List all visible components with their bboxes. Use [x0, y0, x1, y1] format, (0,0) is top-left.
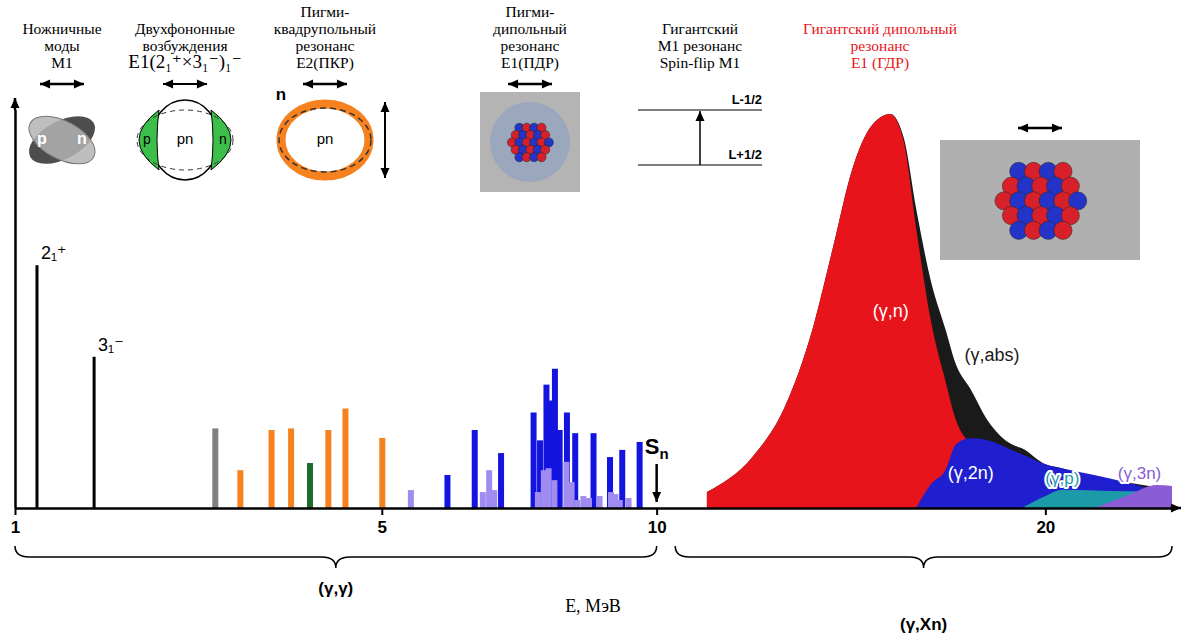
svg-text:Гигантский: Гигантский — [662, 20, 738, 37]
svg-text:моды: моды — [44, 37, 80, 54]
svg-text:Spin-flip M1: Spin-flip M1 — [660, 54, 741, 71]
svg-text:Гигантский дипольный: Гигантский дипольный — [803, 20, 957, 37]
svg-text:E1(2₁⁺×3₁⁻)₁⁻: E1(2₁⁺×3₁⁻)₁⁻ — [128, 51, 241, 73]
svg-text:резонанс: резонанс — [851, 37, 910, 54]
svg-text:n: n — [219, 131, 227, 147]
svg-text:20: 20 — [1036, 518, 1055, 537]
svg-text:(γ,2n): (γ,2n) — [948, 463, 994, 483]
svg-text:(γ,3n): (γ,3n) — [1118, 464, 1161, 483]
svg-text:возбуждения: возбуждения — [142, 37, 228, 54]
svg-text:3₁⁻: 3₁⁻ — [98, 335, 124, 355]
svg-text:(γ,n): (γ,n) — [873, 301, 909, 321]
svg-text:5: 5 — [378, 518, 387, 537]
svg-text:n: n — [276, 85, 286, 104]
svg-text:pn: pn — [317, 130, 334, 147]
svg-text:L-1/2: L-1/2 — [732, 92, 762, 107]
svg-text:дипольный: дипольный — [493, 20, 567, 37]
svg-text:(γ,p): (γ,p) — [1045, 469, 1079, 488]
svg-text:pn: pn — [177, 130, 194, 147]
svg-text:10: 10 — [648, 518, 667, 537]
svg-text:(γ,γ): (γ,γ) — [318, 579, 353, 598]
svg-text:Пигми-: Пигми- — [506, 3, 555, 20]
svg-text:(γ,abs): (γ,abs) — [965, 345, 1020, 365]
svg-text:резонанс: резонанс — [501, 37, 560, 54]
svg-text:E1 (ГДР): E1 (ГДР) — [851, 54, 909, 72]
svg-text:2₁⁺: 2₁⁺ — [41, 243, 67, 263]
svg-text:L+1/2: L+1/2 — [728, 147, 762, 162]
svg-text:M1 резонанс: M1 резонанс — [658, 37, 742, 54]
svg-text:E2(ПКР): E2(ПКР) — [296, 54, 354, 72]
svg-text:квадрупольный: квадрупольный — [274, 20, 376, 37]
svg-text:p: p — [37, 130, 47, 147]
svg-text:1: 1 — [11, 518, 20, 537]
svg-text:n: n — [77, 130, 87, 147]
svg-text:M1: M1 — [51, 54, 73, 71]
svg-text:E, МэВ: E, МэВ — [565, 596, 621, 616]
svg-text:Двухфононные: Двухфононные — [135, 20, 235, 37]
svg-text:Пигми-: Пигми- — [301, 3, 350, 20]
svg-text:Ножничные: Ножничные — [22, 20, 101, 37]
svg-text:Sn: Sn — [645, 434, 669, 462]
svg-text:E1(ПДР): E1(ПДР) — [501, 54, 559, 72]
svg-text:резонанс: резонанс — [296, 37, 355, 54]
svg-text:(γ,Xn): (γ,Xn) — [900, 615, 947, 634]
svg-text:p: p — [143, 131, 151, 147]
